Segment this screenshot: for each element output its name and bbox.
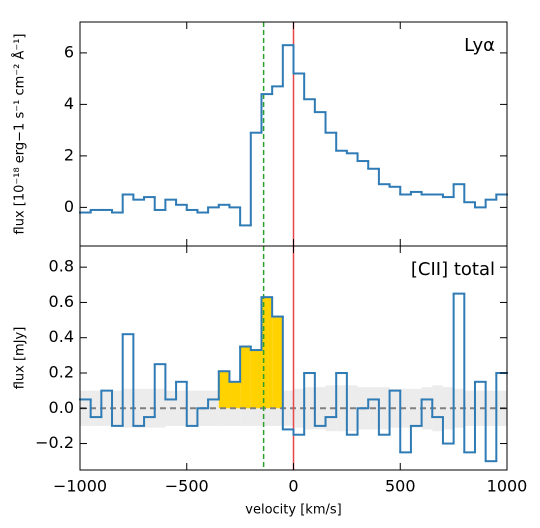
y-tick-label: −0.2	[35, 433, 74, 452]
x-tick-label: −1000	[53, 477, 107, 496]
noise-band	[133, 388, 145, 428]
noise-band	[282, 390, 294, 426]
noise-band	[90, 390, 102, 426]
noise-band	[122, 388, 134, 428]
noise-band	[442, 387, 454, 430]
y-tick-label: 4	[64, 94, 74, 113]
x-tick-label: 1000	[487, 477, 528, 496]
noise-band	[464, 390, 475, 426]
annotation: Lyα	[464, 35, 495, 56]
noise-band	[453, 388, 465, 428]
y-axis-label: flux [mJy]	[13, 327, 28, 390]
y-tick-label: 0.0	[49, 398, 74, 417]
x-axis-label: velocity [km/s]	[245, 503, 341, 518]
highlight-fill	[229, 381, 241, 409]
y-tick-label: 6	[64, 42, 74, 61]
annotation: [CII] total	[411, 259, 495, 280]
noise-band	[144, 388, 155, 428]
y-axis-label: flux [10⁻¹⁸ erg−1 s⁻¹ cm⁻² Å⁻¹]	[12, 34, 28, 235]
noise-band	[432, 385, 443, 432]
noise-band	[101, 390, 113, 426]
noise-band	[410, 388, 422, 428]
noise-band	[112, 390, 123, 426]
y-tick-label: 0.4	[49, 327, 74, 346]
y-tick-label: 0.2	[49, 362, 74, 381]
highlight-fill	[250, 350, 262, 409]
x-tick-label: 500	[385, 477, 416, 496]
noise-band	[421, 387, 433, 430]
noise-band	[293, 388, 305, 428]
y-tick-label: 2	[64, 145, 74, 164]
noise-band	[304, 387, 315, 430]
highlight-fill	[272, 316, 283, 409]
y-tick-label: 0.8	[49, 257, 74, 276]
y-tick-label: 0.6	[49, 292, 74, 311]
highlight-fill	[240, 346, 251, 409]
x-tick-label: −500	[165, 477, 209, 496]
highlight-fill	[261, 297, 273, 409]
highlight-fill	[218, 371, 230, 409]
x-tick-label: 0	[288, 477, 298, 496]
y-tick-label: 0	[64, 197, 74, 216]
